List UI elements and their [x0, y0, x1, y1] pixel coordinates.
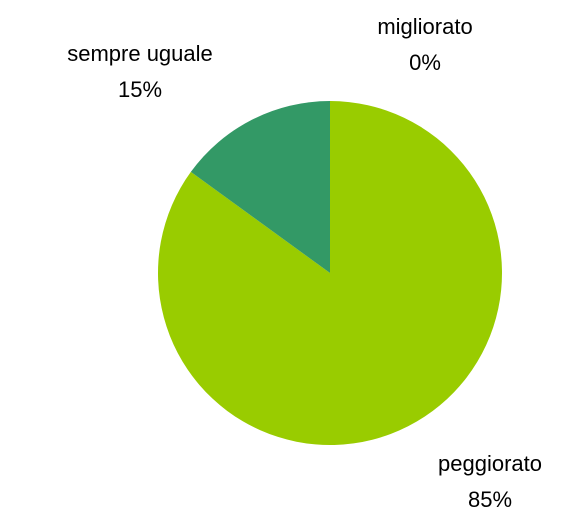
slice-label: migliorato	[377, 14, 472, 39]
slice-value-label: 85%	[468, 487, 512, 512]
slice-label: peggiorato	[438, 451, 542, 476]
slice-label: sempre uguale	[67, 41, 213, 66]
pie-slice	[190, 101, 330, 273]
slice-value-label: 15%	[118, 77, 162, 102]
slice-value-label: 0%	[409, 50, 441, 75]
